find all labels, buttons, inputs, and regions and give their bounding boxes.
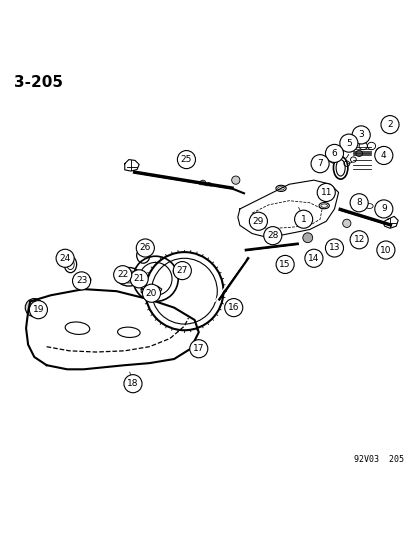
Text: 3: 3	[358, 131, 363, 140]
Text: 3-205: 3-205	[14, 75, 63, 90]
Circle shape	[275, 255, 294, 273]
Text: 11: 11	[320, 188, 331, 197]
Circle shape	[325, 144, 343, 163]
Circle shape	[304, 249, 322, 268]
Text: 6: 6	[331, 149, 337, 158]
Text: 28: 28	[266, 231, 278, 240]
Text: 22: 22	[117, 270, 128, 279]
Text: 19: 19	[33, 305, 44, 314]
Circle shape	[224, 298, 242, 317]
Text: 10: 10	[379, 246, 391, 255]
Circle shape	[173, 262, 191, 280]
Circle shape	[56, 249, 74, 268]
Text: 1: 1	[300, 215, 306, 224]
Circle shape	[206, 183, 211, 188]
Text: 23: 23	[76, 277, 87, 285]
Text: 12: 12	[353, 235, 364, 244]
Circle shape	[374, 200, 392, 218]
Text: 16: 16	[228, 303, 239, 312]
Circle shape	[72, 272, 90, 290]
Circle shape	[374, 147, 392, 165]
Text: 14: 14	[308, 254, 319, 263]
Text: 4: 4	[380, 151, 386, 160]
Circle shape	[376, 241, 394, 259]
Text: 24: 24	[59, 254, 71, 263]
Circle shape	[136, 239, 154, 257]
Circle shape	[130, 270, 148, 288]
Circle shape	[177, 150, 195, 168]
Circle shape	[349, 231, 367, 249]
Text: 2: 2	[386, 120, 392, 129]
Circle shape	[142, 284, 160, 302]
Circle shape	[266, 233, 274, 240]
Circle shape	[263, 227, 281, 245]
Text: 15: 15	[279, 260, 290, 269]
Text: 27: 27	[176, 266, 188, 275]
Circle shape	[123, 375, 142, 393]
Circle shape	[380, 116, 398, 134]
Text: 9: 9	[380, 205, 386, 213]
Circle shape	[316, 183, 335, 201]
Circle shape	[259, 221, 265, 226]
Text: 21: 21	[133, 274, 145, 284]
Circle shape	[294, 210, 312, 228]
Circle shape	[342, 219, 350, 228]
Text: 8: 8	[356, 198, 361, 207]
Circle shape	[30, 303, 38, 312]
Circle shape	[339, 134, 357, 152]
Circle shape	[351, 126, 369, 144]
Text: 20: 20	[145, 289, 157, 298]
Text: 92V03  205: 92V03 205	[354, 455, 404, 464]
Text: 13: 13	[328, 244, 339, 253]
Text: 7: 7	[316, 159, 322, 168]
Text: 29: 29	[252, 217, 263, 226]
Circle shape	[302, 233, 312, 243]
Text: 18: 18	[127, 379, 138, 388]
Circle shape	[199, 180, 206, 187]
Circle shape	[231, 176, 239, 184]
Text: 17: 17	[192, 344, 204, 353]
Circle shape	[249, 212, 267, 230]
Circle shape	[189, 340, 207, 358]
Text: 25: 25	[180, 155, 192, 164]
Circle shape	[349, 193, 367, 212]
Circle shape	[114, 265, 131, 284]
Circle shape	[310, 155, 328, 173]
Circle shape	[29, 301, 47, 319]
Text: 26: 26	[139, 244, 151, 253]
Circle shape	[325, 239, 343, 257]
Text: 5: 5	[345, 139, 351, 148]
Circle shape	[25, 298, 43, 317]
